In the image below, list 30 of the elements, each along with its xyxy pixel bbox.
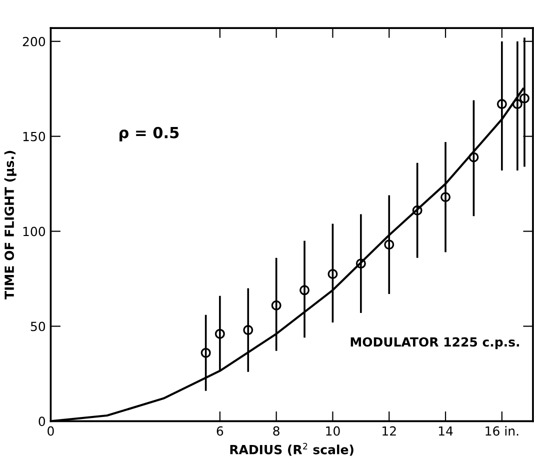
y-tick-label: 0 <box>38 416 46 426</box>
point <box>384 240 394 250</box>
point <box>243 325 254 336</box>
point <box>328 269 338 280</box>
point <box>200 348 211 358</box>
y-tick-label: 200 <box>22 36 46 46</box>
point <box>468 152 479 162</box>
x-tick-label: 14 <box>438 426 453 436</box>
annotation: ρ = 0.5 <box>120 126 179 142</box>
point <box>496 99 507 110</box>
x-tick-label: 8 <box>273 426 280 436</box>
x-tick-label: 6 <box>216 426 224 436</box>
x-axis-title: RADIUS (R$^{2}$ scale) <box>230 442 354 456</box>
point <box>412 205 422 216</box>
x-tick-label: 16 in. <box>486 426 518 436</box>
x-tick-label: 0 <box>48 426 54 436</box>
y-tick-label: 150 <box>23 132 46 142</box>
point <box>356 258 366 269</box>
y-tick-label: 100 <box>23 226 46 236</box>
y-axis-title: TIME OF FLIGHT (μs.) <box>4 150 16 300</box>
point <box>214 328 225 339</box>
x-tick-label: 12 <box>382 426 396 436</box>
point <box>300 285 310 296</box>
point <box>512 99 522 110</box>
point <box>440 192 451 202</box>
y-tick-label: 50 <box>30 322 46 332</box>
x-tick-label: 10 <box>326 426 340 436</box>
annotation: MODULATOR 1225 c.p.s. <box>350 337 519 350</box>
point <box>519 93 530 104</box>
point <box>271 300 282 310</box>
